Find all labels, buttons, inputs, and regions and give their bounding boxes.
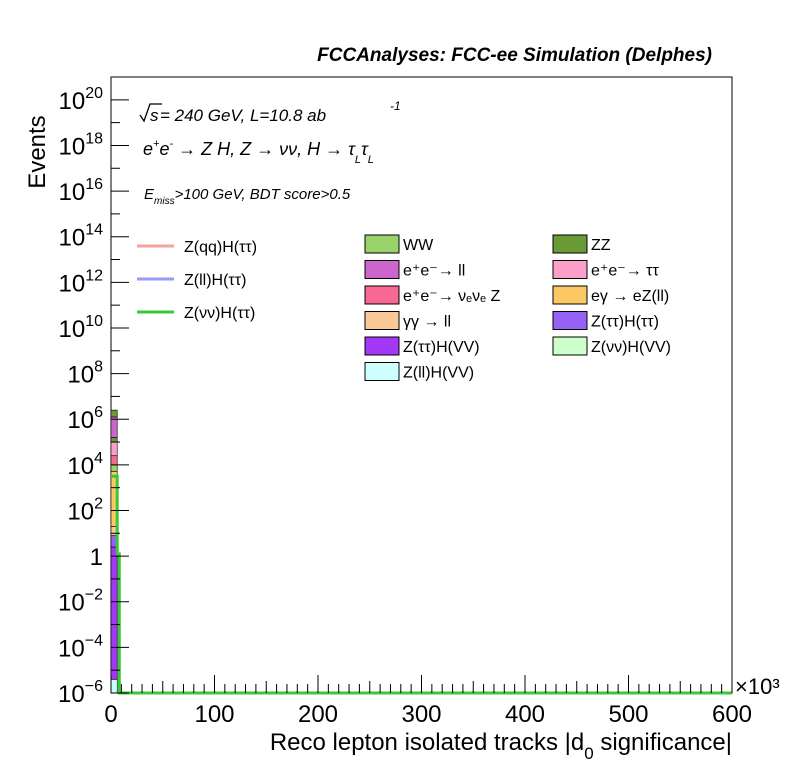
y-axis-title: Events [24,115,51,188]
y-axis: 10−6 10−4 10−2 1 102 104 106 108 1010 1012 1014 101… [58,76,129,708]
histogram-bar-segment [110,546,118,680]
y-tick-label: 106 [67,404,103,434]
process-label: e+e- → Z H, Z → νν, H → τLτL [143,138,374,166]
energy-label: = 240 GeV, L=10.8 ab [160,106,326,125]
y-tick-label: 1018 [59,130,104,160]
y-tick-label: 1014 [59,222,104,252]
x-tick-label: 600 [712,701,752,728]
legend-label: e⁺e⁻→ ll [403,263,465,280]
x-tick-label: 200 [298,701,338,728]
sqrt-sign-icon [139,103,162,123]
legend-label: Z(ττ)H(VV) [403,339,480,356]
cut-label: Emiss>100 GeV, BDT score>0.5 [144,186,351,207]
legend-fill-swatch [364,336,400,356]
y-tick-label: 10−2 [58,587,103,617]
legend-signal: Z(qq)H(ττ) Z(ll)H(ττ) Z(νν)H(ττ) [137,239,257,322]
y-tick-label: 102 [67,495,103,525]
x-axis-multiplier: ×10³ [735,674,780,699]
legend-label: eγ → eZ(ll) [591,288,669,305]
x-tick-label: 400 [505,701,545,728]
legend-backgrounds: WW e⁺e⁻→ ll e⁺e⁻→ νₑνₑ Z γγ → ll Z(ττ)H(VV) Z… [364,234,671,382]
histogram-bar-segment [110,409,118,418]
histogram-bar-segment [110,441,118,457]
lumi-exponent: -1 [390,99,401,113]
legend-label: Z(ll)H(ττ) [184,272,246,289]
signal-line [111,474,732,695]
legend-label: ZZ [591,237,611,254]
plot-frame [110,76,733,694]
legend-fill-swatch [552,285,588,305]
y-tick-label: 10−6 [58,678,103,708]
histogram-bar-segment [110,679,118,694]
y-tick-label: 10−4 [58,632,103,662]
stacked-histogram [110,409,118,694]
legend-label: e⁺e⁻→ νₑνₑ Z [403,288,500,305]
legend-label: Z(νν)H(VV) [591,339,671,356]
histogram-bar-segment [110,464,118,472]
histogram-bar-segment [110,437,118,443]
y-tick-label: 1020 [59,85,104,115]
energy-annotation: s = 240 GeV, L=10.8 ab -1 [139,99,401,125]
y-tick-label: 108 [67,359,103,389]
legend-fill-swatch [364,260,400,279]
legend-fill-swatch [364,285,400,305]
x-axis: 0 100 200 300 400 500 600 [104,675,752,728]
legend-fill-swatch [552,234,588,254]
cut-annotation: Emiss>100 GeV, BDT score>0.5 [144,186,351,207]
legend-fill-swatch [364,234,400,254]
y-tick-label: 1010 [59,313,104,343]
legend-label: WW [403,237,434,254]
x-tick-label: 100 [194,701,234,728]
legend-fill-swatch [552,311,588,330]
legend-label: γγ → ll [403,314,451,331]
x-axis-title: Reco lepton isolated tracks |d0 signific… [270,729,732,763]
x-tick-label: 0 [104,701,117,728]
legend-fill-swatch [552,260,588,279]
y-tick-label: 1016 [59,176,104,206]
y-tick-label: 104 [67,450,103,480]
histogram-bar-segment [110,416,118,438]
histogram-bar-segment [110,455,118,466]
plot-border [110,76,733,694]
chart-title: FCCAnalyses: FCC-ee Simulation (Delphes) [317,45,712,66]
legend-fill-swatch [552,336,588,356]
signal-curve [111,474,732,695]
legend-label: Z(ττ)H(ττ) [591,314,659,331]
x-tick-label: 300 [401,701,441,728]
legend-label: Z(ll)H(VV) [403,365,474,382]
legend-label: Z(νν)H(ττ) [184,305,255,322]
y-tick-label: 1012 [59,267,104,297]
process-annotation: e+e- → Z H, Z → νν, H → τLτL [143,138,374,166]
y-tick-label: 1 [90,544,103,571]
legend-fill-swatch [364,311,400,330]
legend-label: Z(qq)H(ττ) [184,239,257,256]
legend-fill-swatch [364,362,400,381]
x-tick-label: 500 [608,701,648,728]
legend-label: e⁺e⁻→ ττ [591,263,659,280]
energy-sqrt-s: s [150,106,159,125]
